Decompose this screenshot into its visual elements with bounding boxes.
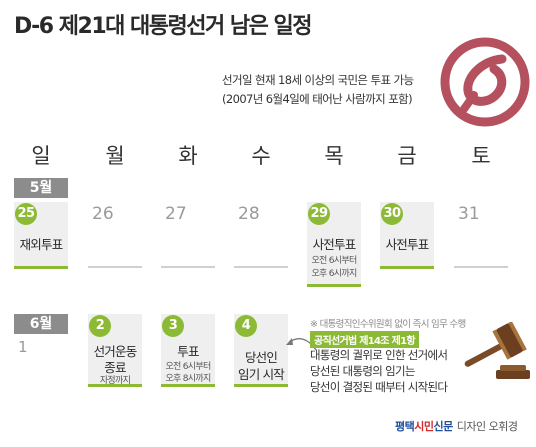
day-number: 27 xyxy=(165,204,187,224)
event-time: 자정까지 xyxy=(99,376,131,386)
day-cell-may-25: 25 재외투표 xyxy=(14,202,68,269)
day-number-badge: 3 xyxy=(162,315,184,337)
vote-seal-icon xyxy=(440,37,530,127)
weekday-tue: 화 xyxy=(178,144,198,168)
event-label: 재외투표 xyxy=(19,237,64,252)
weekday-sun: 일 xyxy=(31,144,51,168)
event-label: 사전투표 xyxy=(312,237,357,252)
day-number: 31 xyxy=(458,204,480,224)
law-badge: 공직선거법 제14조 제1항 xyxy=(310,331,419,348)
commission-note: ※ 대통령직인수위원회 없이 즉시 임무 수행 xyxy=(310,319,466,330)
page-title: D-6 제21대 대통령선거 남은 일정 xyxy=(14,14,313,39)
event-time-start: 오전 6시부터 xyxy=(165,362,211,372)
event-label: 사전투표 xyxy=(385,237,430,252)
day-cell-june-2: 2 선거운동 종료 자정까지 xyxy=(88,314,142,387)
month-label-may: 5월 xyxy=(14,178,68,198)
day-number-badge: 29 xyxy=(308,203,330,225)
eligibility-note-line2: (2007년 6월4일에 태어난 사람까지 포함) xyxy=(222,92,413,106)
weekday-fri: 금 xyxy=(397,144,417,168)
design-credit: 디자인 오휘경 xyxy=(456,420,518,433)
day-cell-june-1: 1 xyxy=(14,336,68,384)
weekday-sat: 토 xyxy=(471,144,491,168)
day-number: 26 xyxy=(92,204,114,224)
day-number-badge: 2 xyxy=(89,315,111,337)
day-cell-may-29: 29 사전투표 오전 6시부터 오후 6시까지 xyxy=(307,202,361,287)
day-number: 1 xyxy=(18,338,28,356)
event-time-end: 오후 6시까지 xyxy=(311,269,357,279)
law-text-line1: 대통령의 궐위로 인한 선거에서 xyxy=(310,348,448,362)
event-time-end: 오후 8시까지 xyxy=(165,374,211,384)
month-label-june: 6월 xyxy=(14,314,68,334)
event-label-line1: 선거운동 xyxy=(93,344,138,359)
day-cell-may-31: 31 xyxy=(454,202,508,268)
weekday-thu: 목 xyxy=(324,144,344,168)
event-label-line2: 임기 시작 xyxy=(238,367,285,382)
footer-credit: 평택시민신문 디자인 오휘경 xyxy=(395,418,518,434)
day-number-badge: 4 xyxy=(235,315,257,337)
brand-logo: 평택시민신문 xyxy=(395,420,453,433)
day-cell-may-27: 27 xyxy=(161,202,215,268)
day-cell-june-4: 4 당선인 임기 시작 xyxy=(234,314,288,387)
day-cell-may-26: 26 xyxy=(88,202,142,268)
day-number: 28 xyxy=(238,204,260,224)
day-cell-june-3: 3 투표 오전 6시부터 오후 8시까지 xyxy=(161,314,215,387)
event-label: 투표 xyxy=(177,344,199,359)
event-label-line2: 종료 xyxy=(104,360,126,375)
law-text-line2: 당선된 대통령의 임기는 xyxy=(310,364,415,378)
eligibility-note-line1: 선거일 현재 18세 이상의 국민은 투표 가능 xyxy=(222,73,414,87)
gavel-icon xyxy=(464,322,530,379)
event-label-line1: 당선인 xyxy=(244,350,278,365)
event-time-start: 오전 6시부터 xyxy=(311,256,357,266)
weekday-wed: 수 xyxy=(251,144,271,168)
day-number-badge: 25 xyxy=(15,203,37,225)
weekday-mon: 월 xyxy=(105,144,125,168)
day-cell-may-28: 28 xyxy=(234,202,288,268)
day-number-badge: 30 xyxy=(381,203,403,225)
day-cell-may-30: 30 사전투표 xyxy=(380,202,434,269)
law-text-line3: 당선이 결정된 때부터 시작된다 xyxy=(310,380,448,394)
